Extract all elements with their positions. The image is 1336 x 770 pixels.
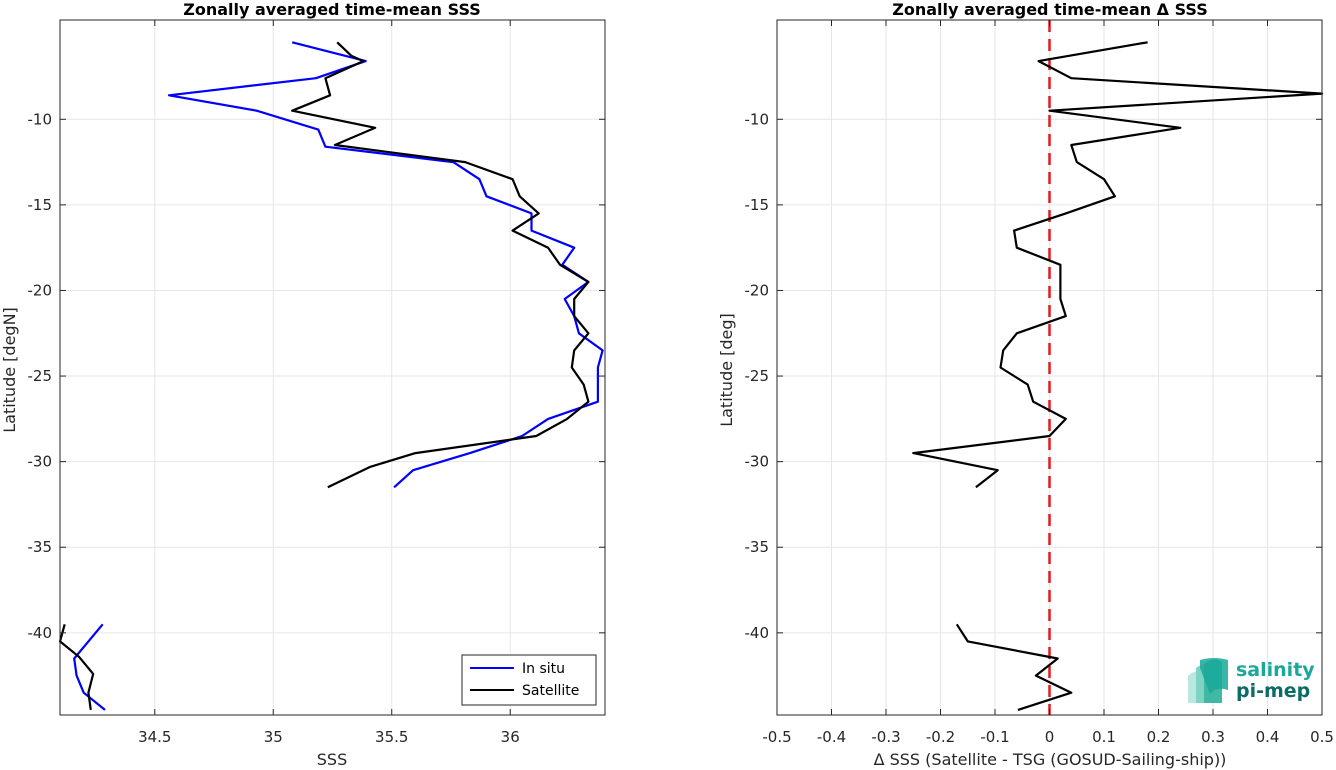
x-tick-label: 35 — [264, 728, 283, 746]
y-tick-label: -30 — [745, 453, 770, 471]
series-line-delta-sss — [912, 41, 1324, 489]
x-tick-label: 0.4 — [1256, 728, 1280, 746]
legend-label-in-situ: In situ — [522, 661, 565, 677]
x-tick-label: -0.3 — [871, 728, 900, 746]
x-tick-label: -0.5 — [762, 728, 791, 746]
x-axis-label-right: Δ SSS (Satellite - TSG (GOSUD-Sailing-sh… — [874, 750, 1227, 769]
y-tick-label: -35 — [745, 538, 770, 556]
series-line-delta-sss — [955, 623, 1073, 711]
series-line-satellite — [291, 41, 590, 489]
grid-left — [60, 20, 605, 715]
logo-text-salinity: salinity — [1236, 659, 1315, 681]
delta-sss-panel: -0.5 -0.4 -0.3 -0.2 -0.1 0 0.1 0.2 0.3 0.4 0.5 -40… — [717, 0, 1334, 769]
series-line-in-situ — [167, 41, 604, 489]
x-tick-label: 34.5 — [138, 728, 171, 746]
y-tick-label: -40 — [28, 624, 53, 642]
x-tick-label: -0.4 — [817, 728, 846, 746]
x-tick-label: 0.2 — [1147, 728, 1171, 746]
x-tick-label: 0 — [1045, 728, 1055, 746]
x-ticks-left: 34.5 35 35.5 36 — [138, 20, 520, 746]
y-tick-label: -20 — [745, 281, 770, 299]
y-tick-label: -40 — [745, 624, 770, 642]
y-tick-label: -25 — [745, 367, 770, 385]
series-left — [58, 41, 604, 711]
chart-title-right: Zonally averaged time-mean Δ SSS — [892, 0, 1208, 19]
x-tick-label: 0.5 — [1310, 728, 1334, 746]
logo-wave-icon — [1188, 658, 1228, 703]
salinity-pi-mep-logo: salinity pi-mep — [1188, 658, 1315, 703]
x-tick-label: 0.1 — [1092, 728, 1116, 746]
x-tick-label: -0.1 — [980, 728, 1009, 746]
plot-area-left — [60, 20, 605, 715]
y-tick-label: -25 — [28, 367, 53, 385]
legend-label-satellite: Satellite — [522, 683, 579, 699]
legend-box — [461, 654, 597, 706]
x-tick-label: 0.3 — [1201, 728, 1225, 746]
series-line-in-situ — [73, 623, 106, 711]
y-tick-label: -20 — [28, 281, 53, 299]
y-ticks-right: -40 -35 -30 -25 -20 -15 -10 — [745, 110, 1322, 642]
logo-text-pi-mep: pi-mep — [1236, 680, 1310, 702]
y-axis-label-right: Latitude [deg] — [717, 313, 736, 427]
x-axis-label-left: SSS — [317, 750, 347, 769]
axes-box-left — [59, 19, 606, 716]
series-right — [912, 41, 1324, 711]
y-tick-label: -15 — [745, 196, 770, 214]
x-tick-label: 36 — [501, 728, 520, 746]
x-ticks-right: -0.5 -0.4 -0.3 -0.2 -0.1 0 0.1 0.2 0.3 0.4 0.5 — [762, 20, 1334, 746]
y-tick-label: -35 — [28, 538, 53, 556]
sss-profile-panel: 34.5 35 35.5 36 -40 -35 -30 -25 -20 -15 -10 Zonal… — [0, 0, 606, 769]
y-tick-label: -15 — [28, 196, 53, 214]
y-ticks-left: -40 -35 -30 -25 -20 -15 -10 — [28, 110, 605, 642]
x-tick-label: 35.5 — [375, 728, 408, 746]
y-tick-label: -30 — [28, 453, 53, 471]
y-axis-label-left: Latitude [degN] — [0, 307, 19, 433]
series-line-satellite — [58, 624, 95, 711]
x-tick-label: -0.2 — [926, 728, 955, 746]
legend: In situ Satellite — [461, 654, 597, 706]
chart-title-left: Zonally averaged time-mean SSS — [183, 0, 481, 19]
y-tick-label: -10 — [28, 110, 53, 128]
y-tick-label: -10 — [745, 110, 770, 128]
